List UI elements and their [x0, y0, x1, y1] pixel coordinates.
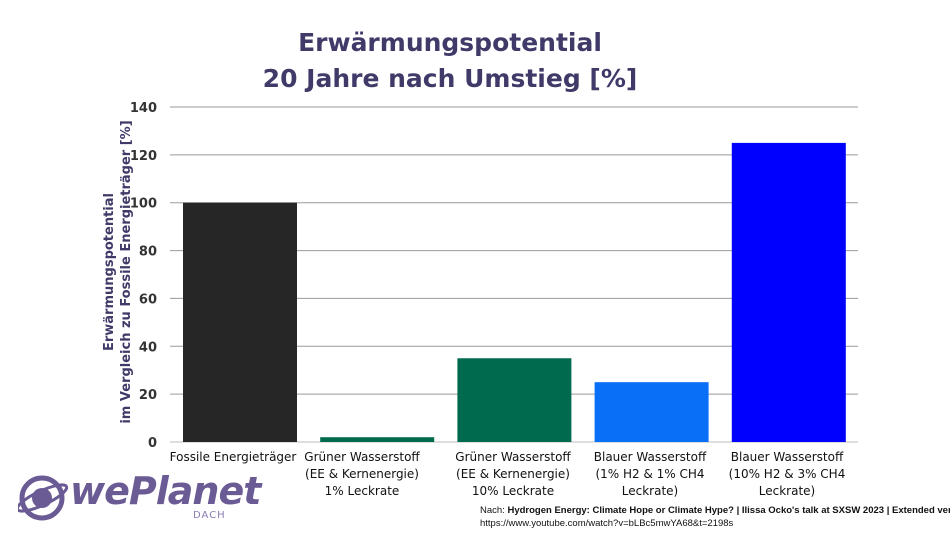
y-tick-label-140: 140 [130, 101, 157, 116]
source-title: Hydrogen Energy: Climate Hope or Climate… [507, 505, 950, 516]
weplanet-logo: wePlanet DACH [18, 466, 261, 528]
y-tick-label-20: 20 [139, 388, 157, 403]
category-label-gruen-1: Grüner Wasserstoff (EE & Kernenergie) 1%… [304, 450, 420, 498]
bar-1 [320, 437, 435, 442]
y-tick-label-0: 0 [148, 436, 157, 451]
category-label-fossile: Fossile Energieträger [169, 450, 297, 464]
category-label-blau-1: Blauer Wasserstoff (1% H2 & 1% CH4 Leckr… [593, 450, 707, 498]
y-tick-label-100: 100 [130, 197, 157, 212]
source-note: Nach: Hydrogen Energy: Climate Hope or C… [480, 504, 950, 530]
bar-4 [731, 142, 846, 442]
bar-3 [594, 382, 709, 442]
source-url: https://www.youtube.com/watch?v=bLBc5mwY… [480, 518, 734, 529]
bar-0 [183, 202, 297, 442]
weplanet-planet-icon [18, 475, 69, 521]
chart-title-line1: Erwärmungspotential [298, 28, 602, 57]
weplanet-logo-sub: DACH [193, 510, 226, 521]
chart-title-line2: 20 Jahre nach Umstieg [%] [262, 64, 638, 93]
y-tick-label-40: 40 [139, 340, 157, 355]
y-tick-label-80: 80 [139, 245, 157, 260]
y-tick-label-120: 120 [130, 149, 157, 164]
bar-2 [457, 358, 572, 442]
weplanet-logo-text: wePlanet [70, 469, 261, 513]
category-label-blau-10: Blauer Wasserstoff (10% H2 & 3% CH4 Leck… [728, 450, 846, 498]
category-label-gruen-10: Grüner Wasserstoff (EE & Kernenergie) 10… [455, 450, 571, 498]
source-prefix: Nach: [480, 505, 508, 516]
y-tick-label-60: 60 [139, 292, 157, 307]
